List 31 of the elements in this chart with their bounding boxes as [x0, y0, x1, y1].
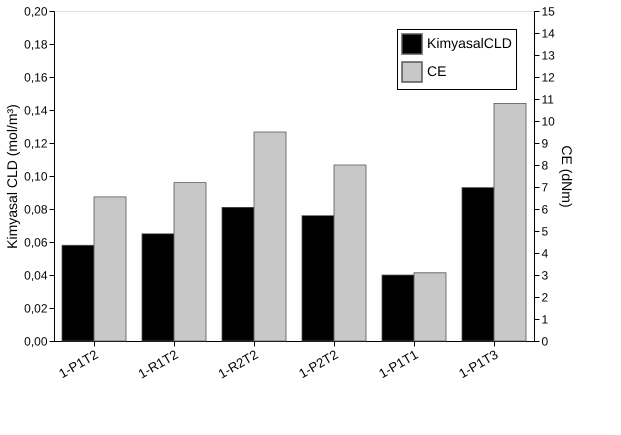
y2-tick-label: 9: [542, 136, 548, 150]
y2-tick-label: 1: [542, 312, 548, 326]
y2-tick-label: 15: [542, 4, 556, 18]
legend-label: CE: [427, 63, 446, 79]
y-axis-title: Kimyasal CLD (mol/m³): [4, 104, 20, 249]
y-tick-label: 0,02: [24, 302, 48, 316]
legend-label: KimyasalCLD: [427, 35, 512, 51]
y2-tick-label: 3: [542, 268, 548, 282]
y2-tick-label: 14: [542, 26, 556, 40]
y2-tick-label: 6: [542, 202, 548, 216]
y-tick-label: 0,04: [24, 268, 48, 282]
y-tick-label: 0,14: [24, 104, 48, 118]
y-tick-label: 0,10: [24, 170, 48, 184]
y-tick-label: 0,12: [24, 136, 48, 150]
y2-tick-label: 0: [542, 334, 548, 348]
y2-tick-label: 4: [542, 246, 548, 260]
y2-tick-label: 13: [542, 48, 556, 62]
y2-tick-label: 7: [542, 180, 548, 194]
y-tick-label: 0,08: [24, 202, 48, 216]
y2-tick-label: 5: [542, 224, 548, 238]
y2-axis-title: CE (dNm): [558, 145, 575, 208]
y-tick-label: 0,06: [24, 236, 48, 250]
y2-tick-label: 2: [542, 290, 548, 304]
y-tick-label: 0,00: [24, 334, 48, 348]
y2-tick-label: 11: [542, 92, 554, 106]
y2-tick-label: 12: [542, 70, 556, 84]
y2-tick-label: 10: [542, 114, 556, 128]
y-tick-label: 0,20: [24, 4, 48, 18]
y-tick-label: 0,16: [24, 70, 48, 84]
y2-tick-label: 8: [542, 158, 548, 172]
y-tick-label: 0,18: [24, 38, 48, 52]
